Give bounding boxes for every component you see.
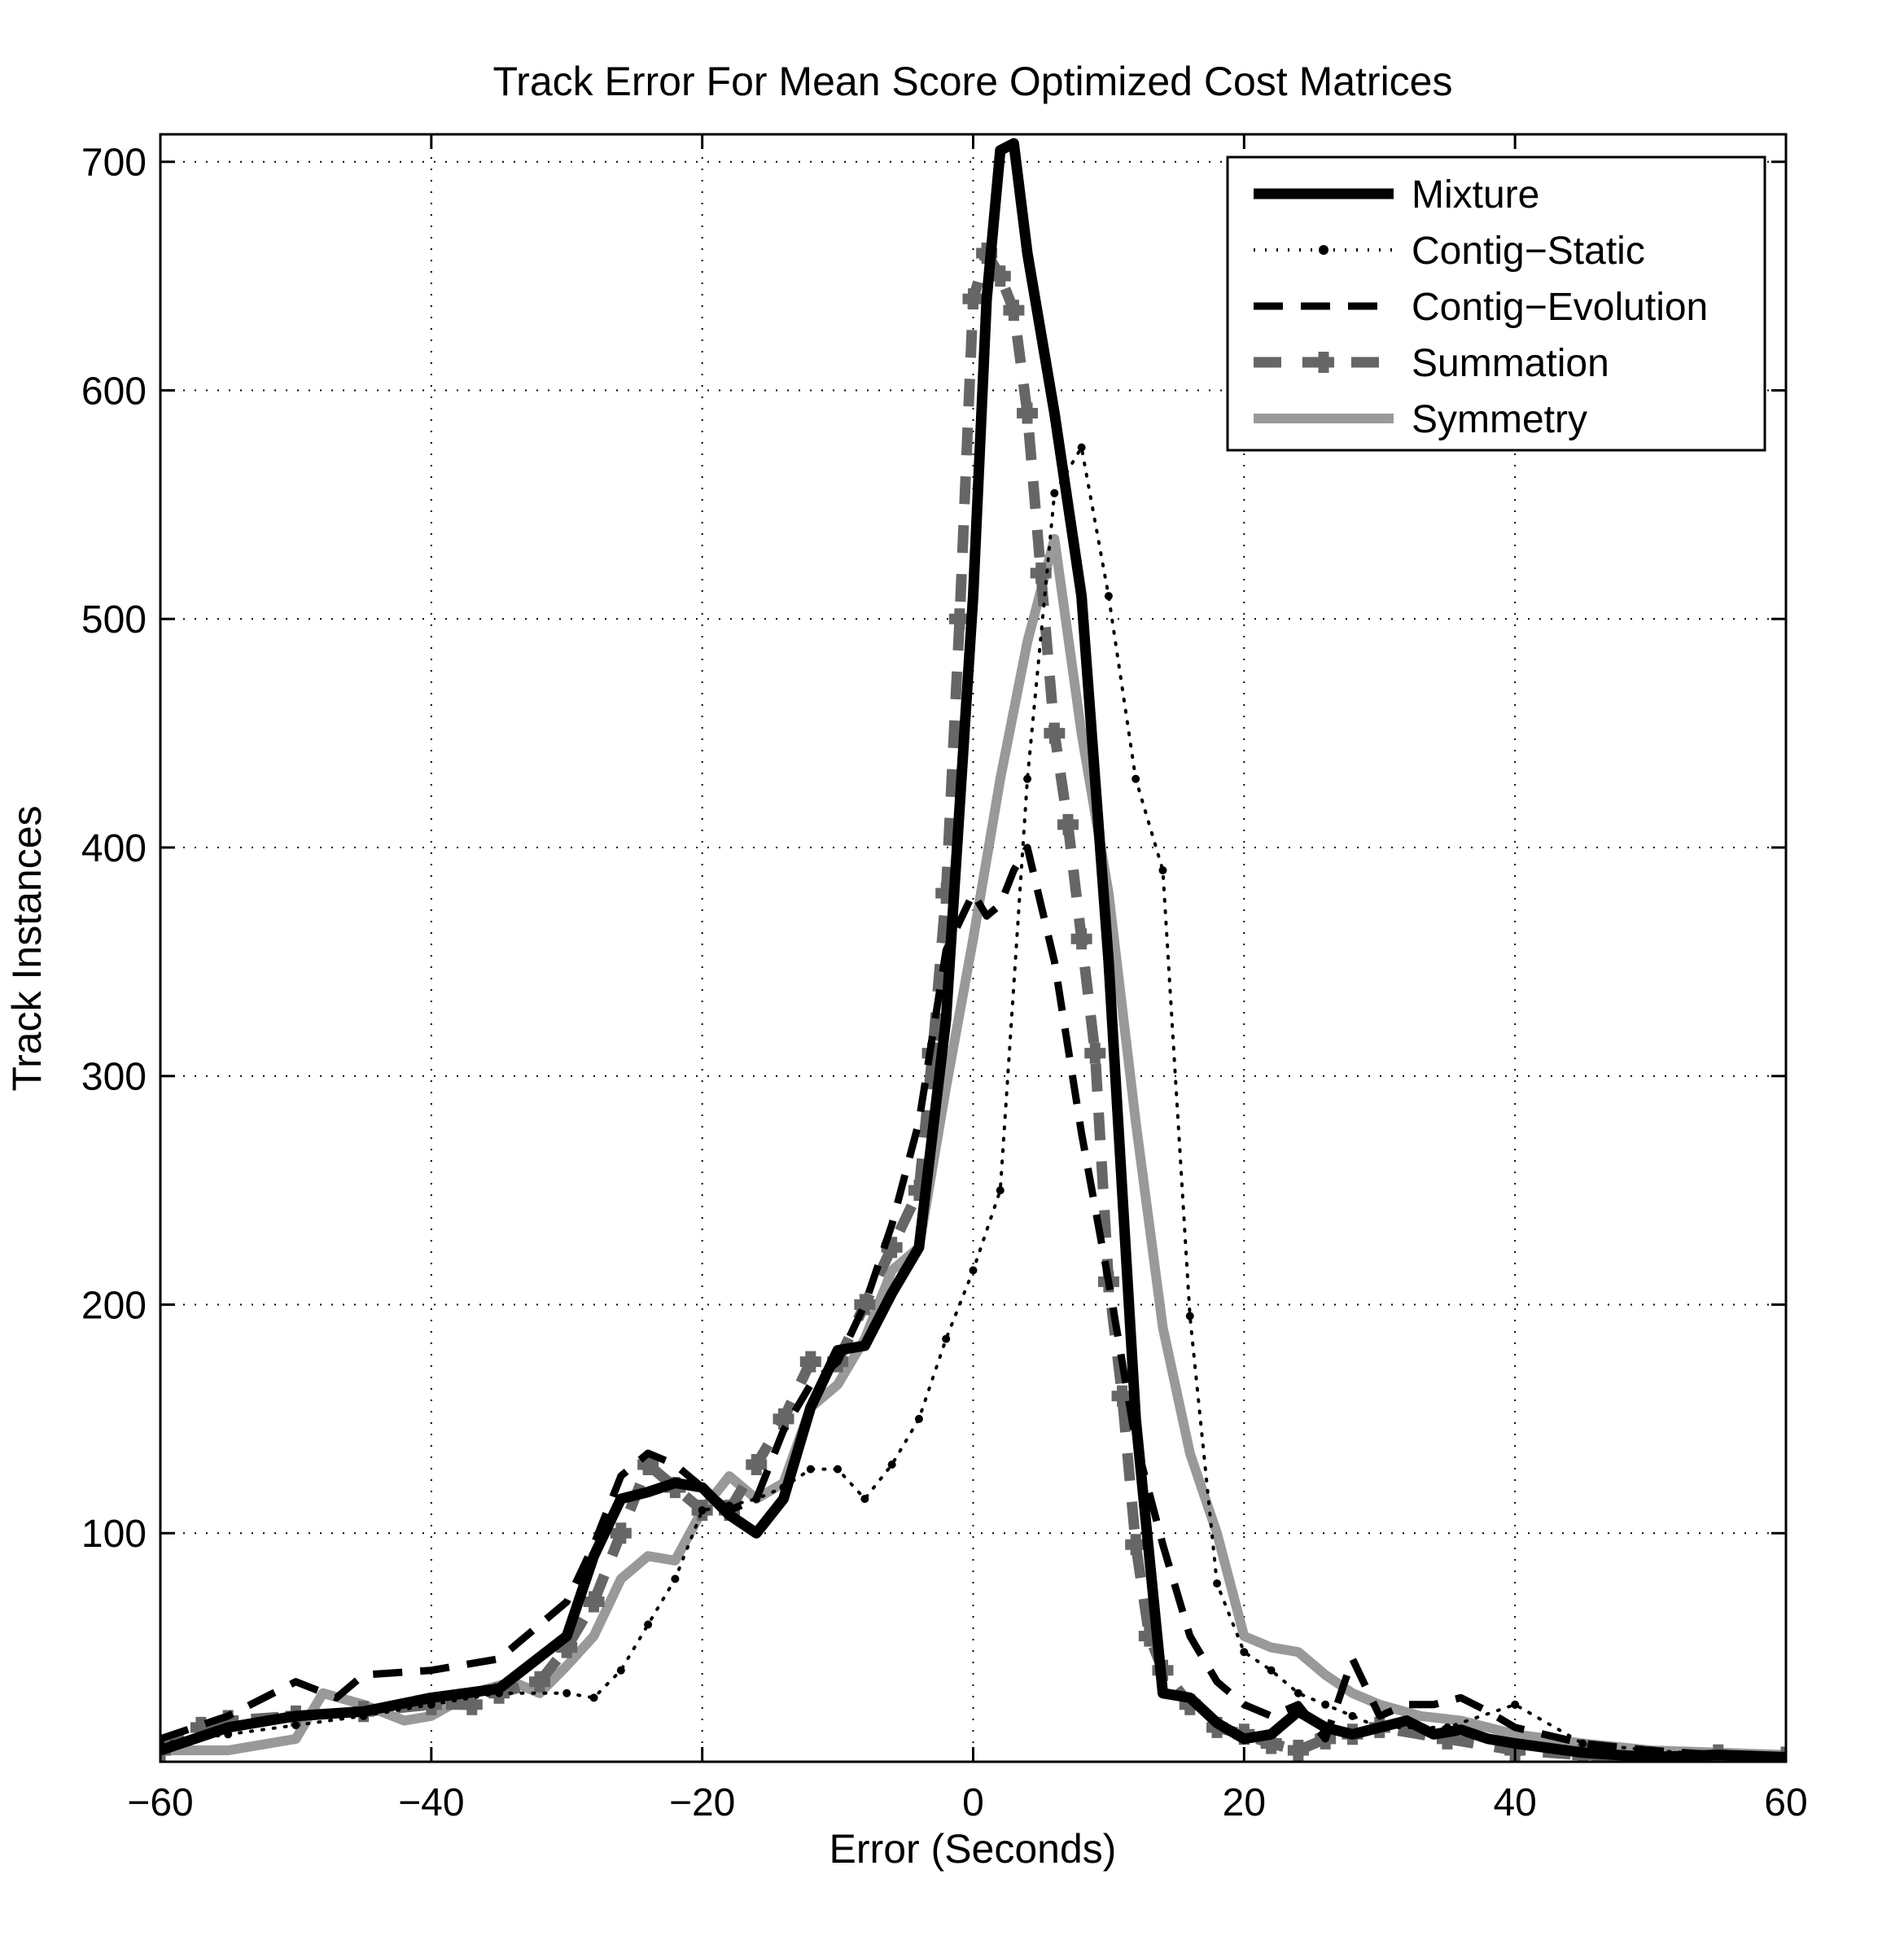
series-point-1 — [887, 1461, 896, 1469]
series-marker-3 — [962, 288, 984, 310]
series-point-1 — [1185, 1312, 1194, 1321]
series-point-1 — [562, 1688, 571, 1697]
series-point-1 — [589, 1693, 598, 1702]
series-point-1 — [1050, 488, 1059, 497]
series-marker-3 — [746, 1454, 768, 1476]
legend-label: Summation — [1412, 342, 1609, 385]
y-tick-label: 500 — [81, 598, 147, 642]
y-tick-label: 100 — [81, 1513, 147, 1556]
series-point-1 — [1348, 1711, 1357, 1720]
legend-marker — [1313, 352, 1334, 373]
x-tick-label: −40 — [398, 1781, 464, 1824]
x-tick-label: 0 — [962, 1781, 984, 1824]
series-point-1 — [1578, 1739, 1587, 1748]
x-tick-label: 20 — [1223, 1781, 1266, 1824]
series-point-1 — [969, 1266, 978, 1275]
x-tick-label: −20 — [669, 1781, 735, 1824]
series-marker-3 — [1017, 402, 1039, 424]
series-point-1 — [1131, 774, 1140, 783]
series-point-1 — [698, 1506, 707, 1515]
series-marker-3 — [610, 1522, 632, 1544]
series-point-1 — [1511, 1700, 1520, 1709]
series-point-1 — [291, 1721, 300, 1730]
series-point-1 — [1293, 1688, 1302, 1697]
series-point-1 — [942, 1334, 951, 1343]
x-tick-label: 40 — [1493, 1781, 1536, 1824]
series-point-1 — [1104, 592, 1113, 601]
y-tick-label: 600 — [81, 370, 147, 413]
series-line-0 — [160, 138, 1786, 1762]
series-lines — [160, 138, 1786, 1762]
series-line-3 — [160, 247, 1786, 1762]
y-axis-label: Track Instances — [4, 805, 50, 1091]
series-point-1 — [644, 1620, 653, 1629]
legend-label: Contig−Evolution — [1412, 286, 1708, 329]
series-marker-3 — [1044, 722, 1066, 744]
legend-label: Mixture — [1412, 173, 1539, 217]
series-line-2 — [160, 843, 1786, 1761]
series-point-1 — [1267, 1666, 1276, 1675]
series-marker-3 — [1070, 928, 1092, 950]
y-tick-label: 700 — [81, 142, 147, 185]
series-marker-3 — [1057, 813, 1079, 835]
series-marker-3 — [799, 1351, 821, 1373]
series-point-1 — [834, 1465, 843, 1474]
series-point-1 — [914, 1414, 923, 1423]
series-point-1 — [1023, 774, 1032, 783]
x-axis-label: Error (Seconds) — [829, 1826, 1117, 1872]
y-tick-label: 200 — [81, 1284, 147, 1327]
series-point-1 — [1077, 443, 1086, 452]
chart-title: Track Error For Mean Score Optimized Cos… — [493, 59, 1453, 104]
series-point-1 — [1158, 866, 1167, 875]
series-point-1 — [616, 1666, 625, 1675]
series-marker-3 — [1125, 1534, 1147, 1556]
y-tick-label: 300 — [81, 1056, 147, 1099]
series-point-1 — [1321, 1700, 1330, 1709]
series-line-4 — [160, 533, 1786, 1760]
legend-marker — [1319, 245, 1328, 255]
series-point-1 — [1240, 1648, 1249, 1657]
series-point-1 — [1213, 1579, 1222, 1588]
series-point-1 — [860, 1495, 869, 1504]
series-marker-3 — [583, 1591, 605, 1613]
legend-label: Contig−Static — [1412, 230, 1645, 273]
series-marker-3 — [1084, 1042, 1106, 1064]
x-tick-label: 60 — [1764, 1781, 1807, 1824]
legend-label: Symmetry — [1412, 398, 1587, 441]
series-marker-3 — [1287, 1739, 1309, 1761]
series-point-1 — [996, 1186, 1005, 1195]
series-point-1 — [806, 1465, 815, 1474]
series-point-1 — [752, 1495, 761, 1504]
series-marker-3 — [528, 1671, 550, 1693]
legend: Mixture Contig−Static Contig−Evolution Summ… — [1226, 155, 1766, 452]
series-marker-3 — [1003, 300, 1025, 322]
axis-ticks: −60 −40 −20 0 20 40 60 100 200 300 400 500 600 700 — [81, 134, 1808, 1824]
x-tick-label: −60 — [127, 1781, 193, 1824]
series-point-1 — [671, 1575, 680, 1583]
y-tick-label: 400 — [81, 827, 147, 870]
